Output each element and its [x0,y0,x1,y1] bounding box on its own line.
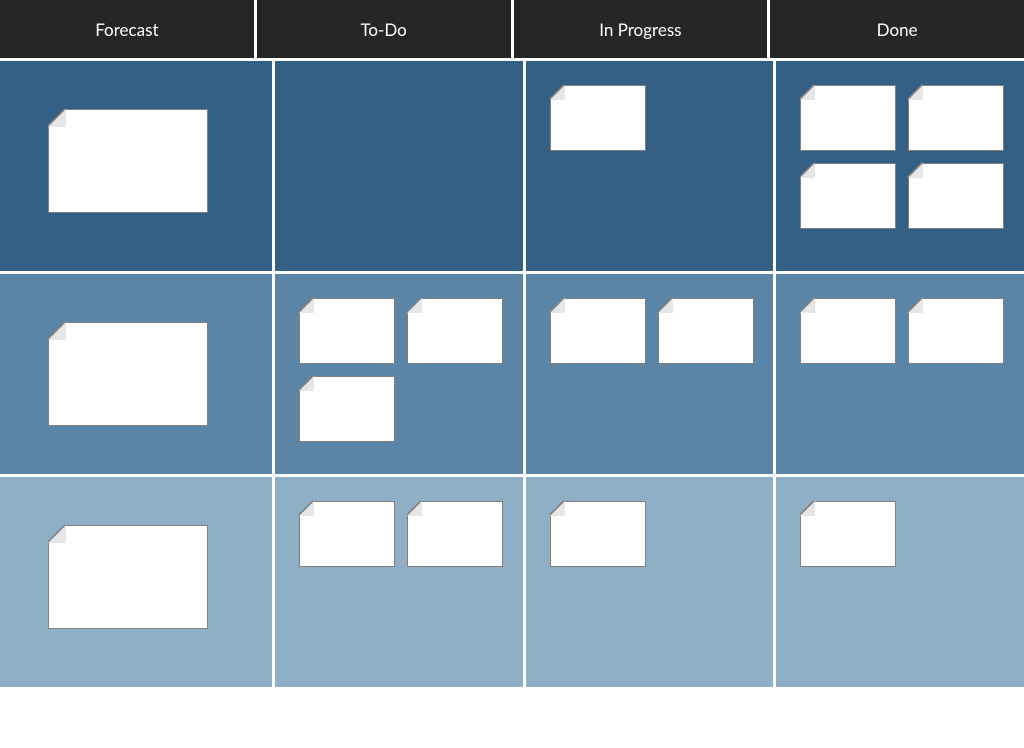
card[interactable] [407,298,503,364]
cell-row1-forecast[interactable] [0,61,272,271]
row-row2 [0,274,1024,474]
header-todo: To-Do [257,0,511,58]
row-row1 [0,61,1024,271]
card[interactable] [48,525,208,629]
cell-row3-todo[interactable] [275,477,523,687]
body-rows [0,61,1024,748]
card[interactable] [800,85,896,151]
cell-row1-done[interactable] [776,61,1024,271]
cell-row1-todo[interactable] [275,61,523,271]
card[interactable] [800,501,896,567]
cell-row3-forecast[interactable] [0,477,272,687]
card[interactable] [299,298,395,364]
cell-row1-inprogress[interactable] [526,61,774,271]
header-label-todo: To-Do [360,19,406,40]
cell-row3-done[interactable] [776,477,1024,687]
card[interactable] [908,163,1004,229]
card[interactable] [48,322,208,426]
kanban-board: Forecast To-Do In Progress Done [0,0,1024,748]
card[interactable] [658,298,754,364]
header-done: Done [770,0,1024,58]
header-label-done: Done [877,19,918,40]
cell-row2-done[interactable] [776,274,1024,474]
cell-row2-inprogress[interactable] [526,274,774,474]
cell-row2-forecast[interactable] [0,274,272,474]
card[interactable] [48,109,208,213]
card[interactable] [550,501,646,567]
card[interactable] [550,298,646,364]
card[interactable] [800,298,896,364]
header-forecast: Forecast [0,0,254,58]
card[interactable] [407,501,503,567]
card[interactable] [299,376,395,442]
cell-row3-inprogress[interactable] [526,477,774,687]
header-row: Forecast To-Do In Progress Done [0,0,1024,58]
row-row3 [0,477,1024,687]
header-label-forecast: Forecast [95,19,158,40]
header-label-inprogress: In Progress [599,19,681,40]
card[interactable] [908,298,1004,364]
cell-row2-todo[interactable] [275,274,523,474]
card[interactable] [800,163,896,229]
card[interactable] [908,85,1004,151]
card[interactable] [299,501,395,567]
header-inprogress: In Progress [514,0,768,58]
card[interactable] [550,85,646,151]
